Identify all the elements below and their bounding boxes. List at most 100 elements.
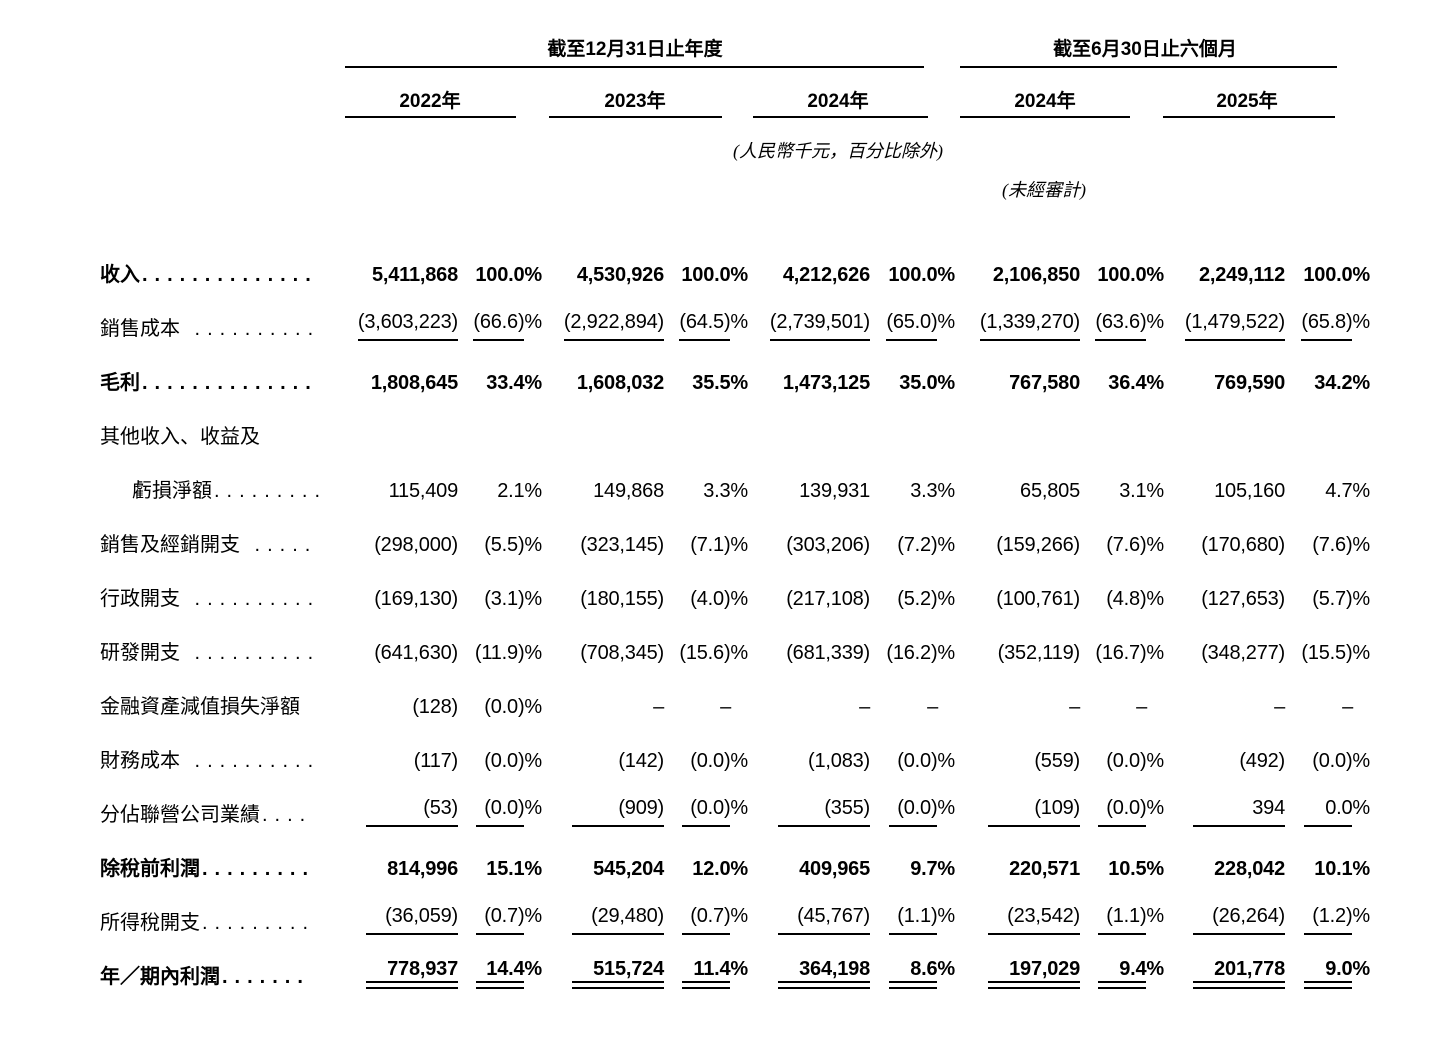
value-cell: 4,212,626: [782, 264, 871, 286]
row-label-text: 所得稅開支: [100, 912, 200, 934]
underlined-figure: (66.6): [473, 311, 525, 341]
value-cell: (169,130): [374, 588, 459, 610]
value-cell: 515,724: [542, 948, 664, 1002]
percent-cell: (0.7)%: [458, 894, 542, 948]
leader-dots: .......: [222, 966, 310, 988]
percent-cell: 100.0%: [1097, 264, 1165, 286]
row-label-text: 金融資產減值損失淨額: [100, 696, 300, 718]
percent-cell: 9.4%: [1080, 948, 1164, 1002]
percent-cell: (7.2)%: [897, 534, 956, 556]
underlined-figure: 201,778: [1193, 958, 1285, 989]
value-cell: 65,805: [1020, 480, 1081, 502]
nil-dash: –: [927, 696, 939, 718]
percent-cell: (3.1)%: [484, 588, 543, 610]
percent-cell: 36.4%: [1108, 372, 1165, 394]
underlined-figure: (65.8): [1301, 311, 1353, 341]
percent-sign: %: [1146, 311, 1165, 333]
value-cell: (681,339): [786, 642, 871, 664]
percent-sign: %: [937, 797, 956, 819]
percent-cell: 12.0%: [692, 858, 749, 880]
value-cell: (303,206): [786, 534, 871, 556]
underlined-figure: (0.0): [476, 797, 525, 827]
underlined-figure: 0.0: [1304, 797, 1353, 827]
underlined-figure: 9.4: [1098, 958, 1147, 989]
percent-sign: %: [524, 311, 543, 333]
leader-dots: ..........: [182, 318, 321, 340]
value-cell: (109): [955, 786, 1080, 840]
value-cell: –: [653, 696, 665, 718]
row-label: 銷售及經銷開支 .....: [100, 516, 327, 570]
table-row: 收入.............. 5,411,868 100.0% 4,530,926…: [100, 246, 1370, 300]
value-cell: 394: [1164, 786, 1285, 840]
percent-cell: 10.1%: [1314, 858, 1371, 880]
underlined-figure: (0.7): [476, 905, 525, 935]
percent-cell: (15.5)%: [1301, 642, 1371, 664]
percent-cell: 3.1%: [1119, 480, 1165, 502]
underlined-figure: 515,724: [572, 958, 664, 989]
value-cell: (3,603,223): [327, 300, 458, 354]
percent-cell: (65.0)%: [870, 300, 955, 354]
value-cell: (180,155): [580, 588, 665, 610]
row-label: 年／期內利潤.......: [100, 948, 327, 1002]
percent-cell: 3.3%: [703, 480, 749, 502]
underlined-figure: 11.4: [682, 958, 731, 989]
percent-sign: %: [1352, 311, 1371, 333]
percent-cell: (63.6)%: [1080, 300, 1164, 354]
underlined-figure: (23,542): [988, 905, 1080, 935]
underlined-figure: 9.0: [1304, 958, 1353, 989]
value-cell: 115,409: [388, 480, 459, 502]
row-label-text: 虧損淨額: [132, 480, 212, 502]
currency-note: (人民幣千元，百分比除外): [733, 141, 943, 161]
leader-dots: .....: [242, 534, 318, 556]
value-cell: (36,059): [327, 894, 458, 948]
percent-cell: (0.0)%: [1080, 786, 1164, 840]
underlined-figure: (0.7): [682, 905, 731, 935]
table-row: 年／期內利潤....... 778,937 14.4% 515,724 11.4% 364…: [100, 948, 1370, 1002]
row-label-text: 行政開支: [100, 588, 180, 610]
row-label: 除稅前利潤.........: [100, 840, 327, 894]
value-cell: 1,608,032: [576, 372, 665, 394]
percent-sign: %: [937, 311, 956, 333]
value-cell: –: [1274, 696, 1286, 718]
percent-cell: (65.8)%: [1285, 300, 1370, 354]
percent-sign: %: [730, 797, 749, 819]
row-label: 毛利..............: [100, 354, 327, 408]
value-cell: (298,000): [374, 534, 459, 556]
table-row: 行政開支 .......... (169,130) (3.1)% (180,155) (…: [100, 570, 1370, 624]
percent-sign: %: [524, 958, 543, 980]
value-cell: (2,922,894): [542, 300, 664, 354]
row-label-text: 銷售成本: [100, 318, 180, 340]
underlined-figure: (109): [988, 797, 1080, 827]
header-rule-interim: [960, 66, 1337, 68]
percent-cell: 10.5%: [1108, 858, 1165, 880]
underlined-figure: (0.0): [1098, 797, 1147, 827]
value-cell: 220,571: [1009, 858, 1081, 880]
underlined-figure: (1.1): [889, 905, 938, 935]
value-cell: 2,106,850: [992, 264, 1081, 286]
percent-cell: 100.0%: [1303, 264, 1371, 286]
row-label: 金融資產減值損失淨額: [100, 678, 327, 732]
underlined-figure: (45,767): [778, 905, 870, 935]
value-cell: (45,767): [748, 894, 870, 948]
value-cell: 769,590: [1214, 372, 1286, 394]
leader-dots: .........: [214, 480, 328, 502]
underlined-figure: (63.6): [1095, 311, 1147, 341]
value-cell: 767,580: [1009, 372, 1081, 394]
row-label-text: 毛利: [100, 372, 140, 394]
percent-cell: (0.0)%: [1106, 750, 1165, 772]
percent-cell: 9.0%: [1285, 948, 1370, 1002]
percent-cell: (7.1)%: [690, 534, 749, 556]
value-cell: 139,931: [799, 480, 871, 502]
percent-sign: %: [524, 905, 543, 927]
row-label: 行政開支 ..........: [100, 570, 327, 624]
leader-dots: .........: [202, 912, 316, 934]
value-cell: (2,739,501): [748, 300, 870, 354]
percent-sign: %: [937, 905, 956, 927]
percent-sign: %: [1352, 905, 1371, 927]
table-row: 研發開支 .......... (641,630) (11.9)% (708,345)…: [100, 624, 1370, 678]
percent-cell: 4.7%: [1325, 480, 1371, 502]
percent-cell: (0.0)%: [484, 750, 543, 772]
period-header-interim: 截至6月30日止六個月: [1053, 39, 1237, 60]
row-label: 其他收入、收益及: [100, 408, 327, 462]
